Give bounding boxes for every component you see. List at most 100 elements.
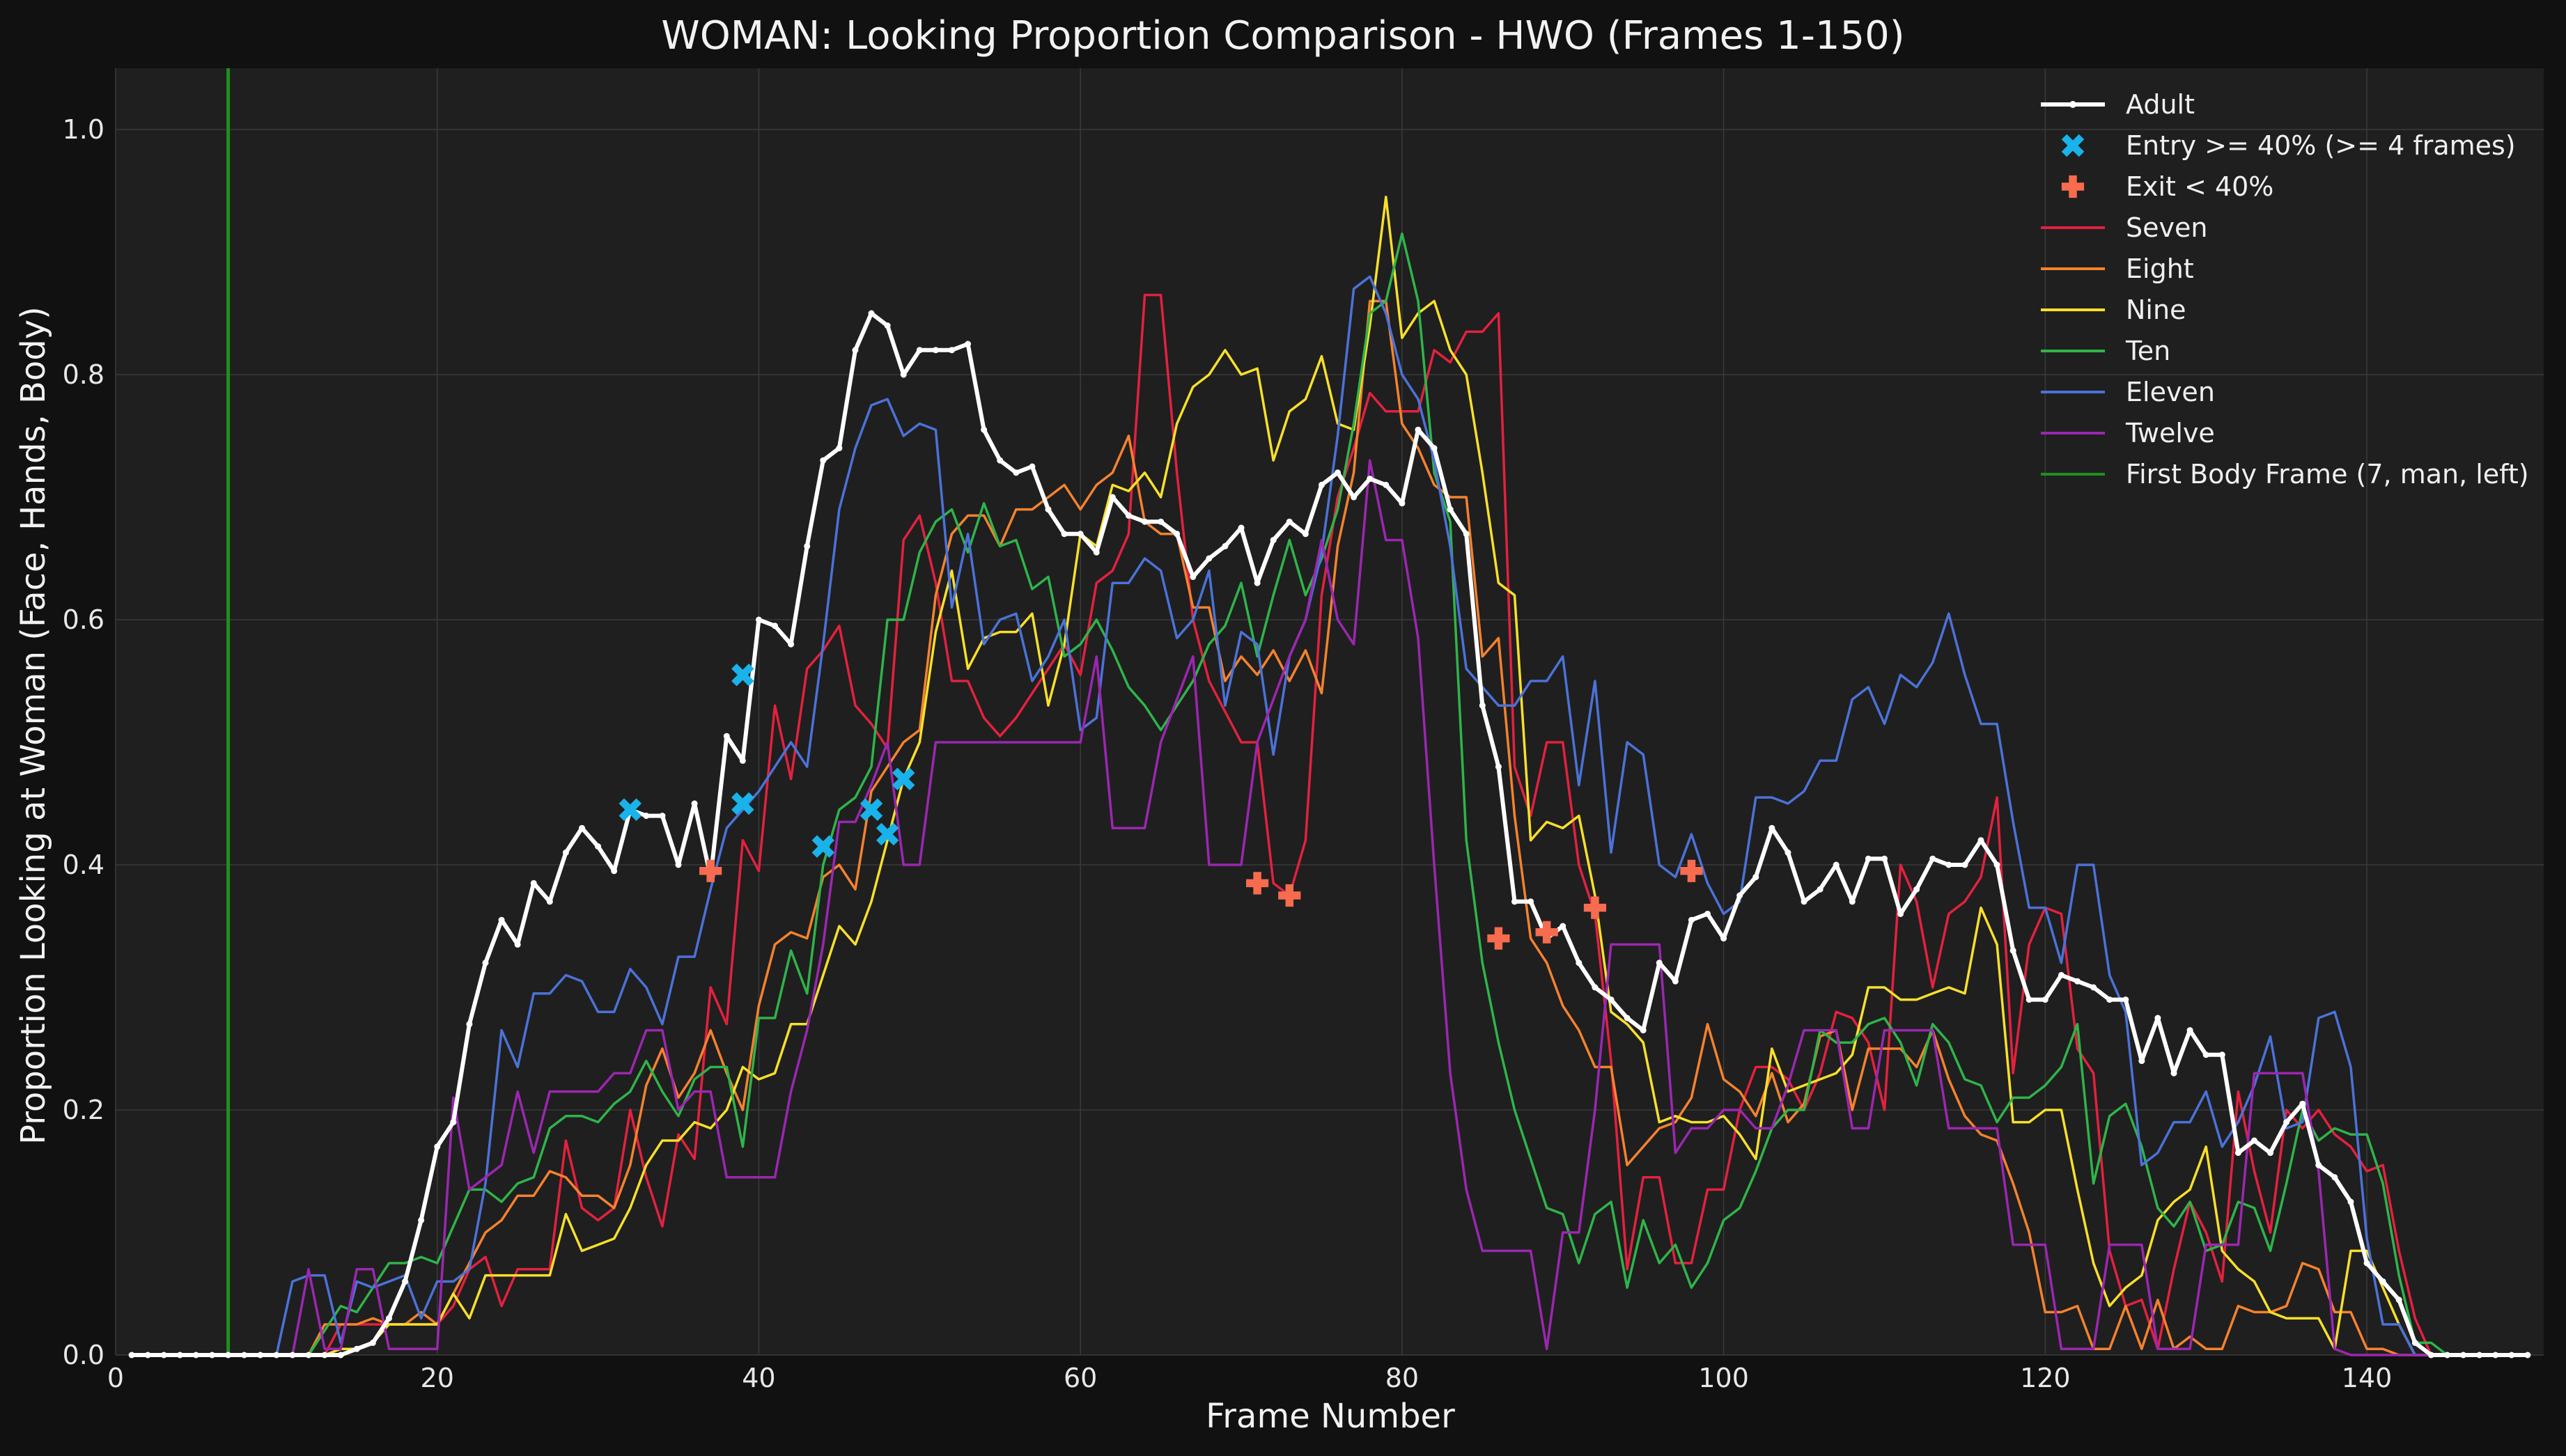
adult-point (2267, 1150, 2274, 1157)
adult-point (965, 340, 972, 347)
legend-item: Nine (2041, 295, 2186, 325)
adult-point (1752, 874, 1759, 881)
adult-point (257, 1352, 264, 1359)
adult-point (482, 960, 489, 966)
adult-point (402, 1278, 409, 1285)
adult-point (1238, 524, 1245, 531)
adult-point (546, 898, 553, 905)
legend-label: Exit < 40% (2126, 171, 2273, 202)
adult-point (160, 1352, 167, 1359)
adult-point (723, 733, 730, 739)
legend-label: Eight (2126, 253, 2194, 284)
adult-point (1479, 702, 1486, 709)
y-tick-label: 0.8 (63, 359, 104, 390)
adult-point (981, 426, 988, 433)
entry-marker (619, 798, 642, 822)
adult-point (1061, 531, 1068, 538)
adult-point (1640, 1027, 1647, 1034)
adult-point (1206, 555, 1213, 562)
adult-point (466, 1021, 473, 1028)
entry-marker (811, 835, 835, 858)
adult-point (1222, 542, 1229, 549)
legend: Adult Entry >= 40% (>= 4 frames) Exit < 40… (2041, 89, 2529, 490)
adult-point (900, 371, 907, 378)
adult-point (2042, 996, 2048, 1003)
adult-point (2395, 1297, 2402, 1304)
entry-marker (876, 822, 899, 846)
adult-point (192, 1352, 199, 1359)
adult-point (1335, 469, 1342, 476)
exit-marker (1246, 872, 1269, 895)
adult-point (1029, 463, 1036, 470)
adult-point (1576, 960, 1583, 966)
adult-point (1415, 426, 1422, 433)
adult-point (1784, 849, 1791, 856)
adult-point (2347, 1198, 2354, 1205)
adult-point (385, 1315, 392, 1322)
adult-point (289, 1352, 296, 1359)
adult-point (176, 1352, 183, 1359)
adult-point (2090, 984, 2097, 991)
adult-point (852, 347, 859, 354)
adult-point (498, 916, 505, 923)
adult-point (241, 1352, 248, 1359)
adult-point (209, 1352, 216, 1359)
adult-point (2331, 1174, 2338, 1181)
legend-item: Seven (2041, 212, 2207, 243)
adult-point (643, 813, 650, 820)
adult-point (1254, 579, 1261, 586)
adult-point (2283, 1119, 2290, 1126)
series-line-seven (132, 293, 2528, 1356)
adult-point (1447, 506, 1454, 513)
adult-point (1463, 531, 1470, 538)
adult-point (225, 1352, 232, 1359)
adult-point (788, 641, 795, 648)
y-tick-label: 0.2 (63, 1095, 104, 1125)
series-line-nine (132, 196, 2528, 1356)
adult-point (820, 457, 827, 464)
y-axis-label: Proportion Looking at Woman (Face, Hands… (14, 306, 53, 1145)
adult-point (2476, 1352, 2483, 1359)
adult-point (868, 310, 875, 317)
legend-label: Eleven (2126, 377, 2215, 407)
adult-point (1929, 855, 1936, 862)
exit-marker (1583, 896, 1607, 919)
exit-marker (1535, 921, 1558, 944)
adult-point (1367, 476, 1374, 483)
adult-point (804, 542, 811, 549)
legend-label: First Body Frame (7, man, left) (2126, 459, 2529, 490)
adult-point (2154, 1015, 2161, 1021)
legend-label: Ten (2125, 336, 2170, 366)
adult-point (2186, 1027, 2193, 1034)
legend-swatch-dot (2069, 101, 2076, 108)
legend-label: Entry >= 40% (>= 4 frames) (2126, 130, 2516, 161)
adult-point (1849, 898, 1856, 905)
entry-marker (731, 663, 754, 687)
adult-point (1495, 763, 1502, 770)
adult-point (514, 941, 521, 948)
event-markers (619, 663, 1703, 950)
adult-point (1993, 861, 2000, 868)
adult-point (562, 849, 569, 856)
series-line-eight (132, 299, 2528, 1356)
adult-point (884, 322, 891, 329)
adult-point (675, 861, 682, 868)
adult-point (1399, 500, 1406, 507)
adult-point (932, 347, 939, 354)
x-tick-label: 100 (1698, 1363, 1749, 1393)
adult-point (2315, 1161, 2322, 1168)
adult-point (1720, 935, 1727, 942)
adult-point (1270, 537, 1277, 544)
x-tick-label: 40 (742, 1363, 775, 1393)
adult-point (2202, 1051, 2209, 1058)
legend-label: Twelve (2125, 418, 2215, 448)
adult-point (611, 868, 618, 875)
adult-point (1174, 531, 1181, 538)
legend-item: Adult (2041, 89, 2195, 120)
adult-point (1109, 494, 1116, 501)
adult-point (353, 1345, 360, 1352)
adult-point (1511, 898, 1518, 905)
adult-point (369, 1339, 376, 1346)
legend-item: Ten (2041, 336, 2170, 366)
axis-ticks: 0 20 40 60 80 100 120 140 0.0 0.2 0.4 0.6 0.8 1.0 (63, 114, 2393, 1393)
